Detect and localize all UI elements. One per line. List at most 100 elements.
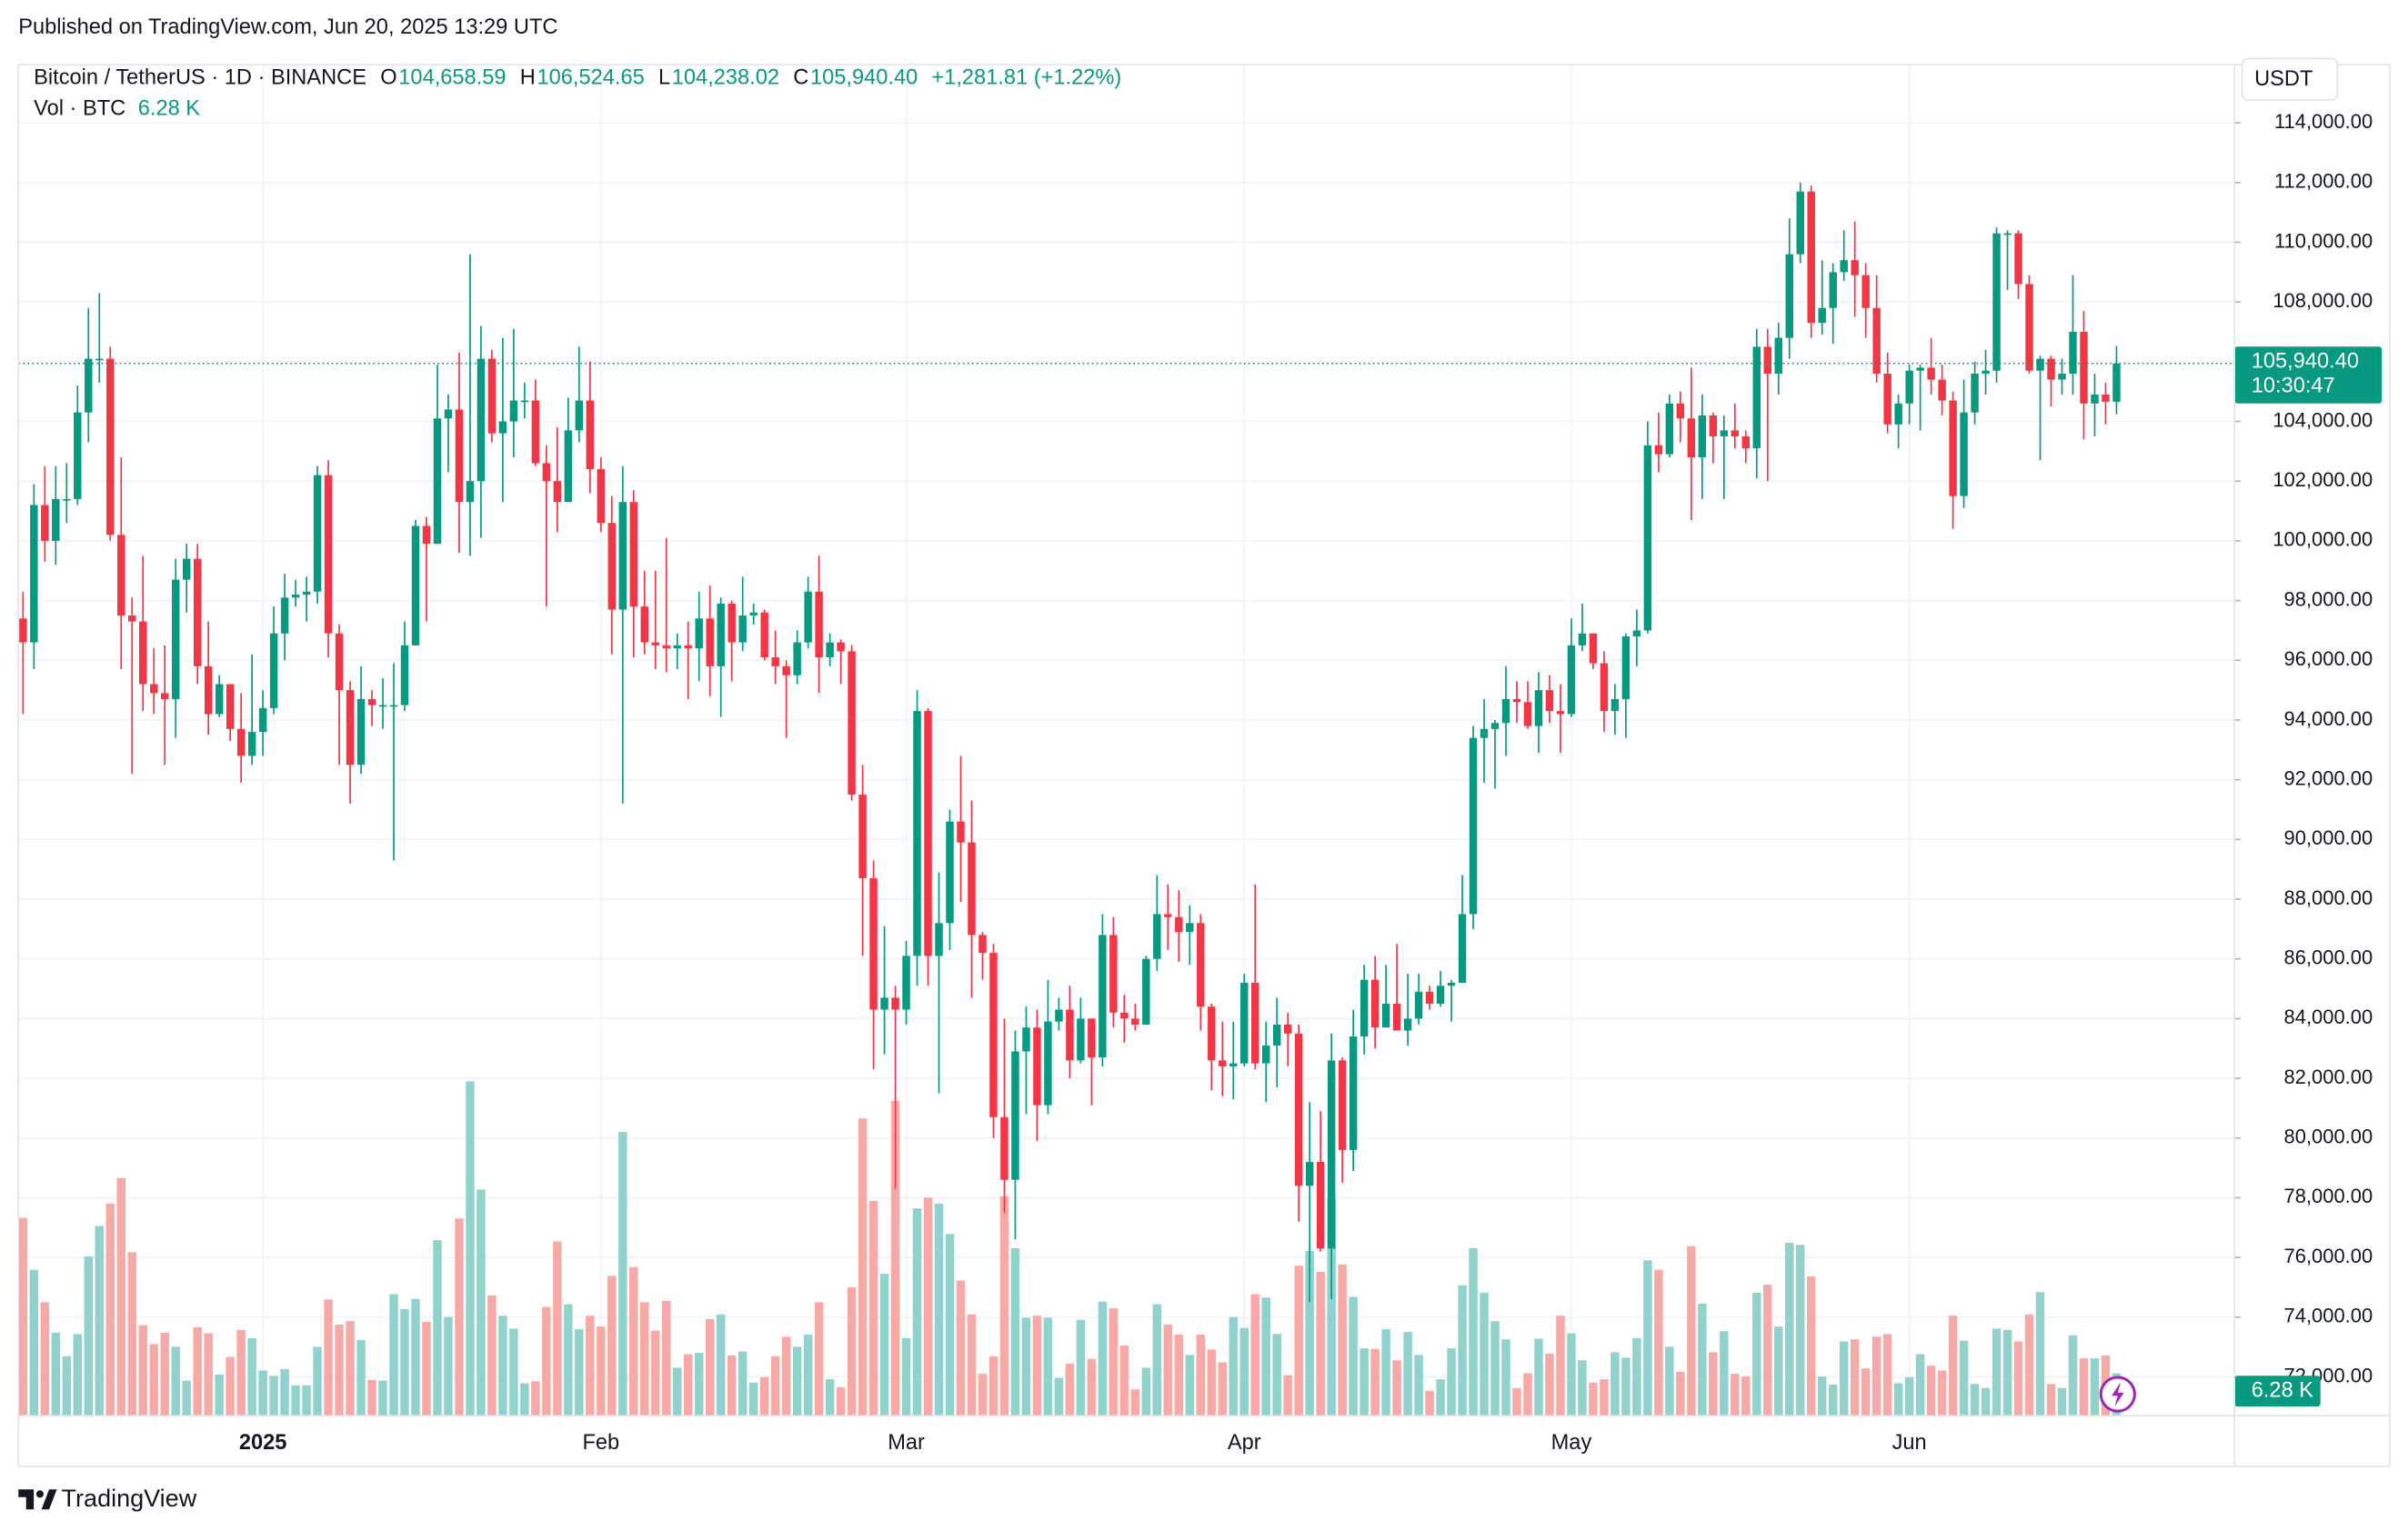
volume-bar [1283, 1375, 1292, 1416]
candle-body [826, 642, 834, 657]
volume-bar [934, 1203, 944, 1416]
volume-bar [1828, 1385, 1838, 1416]
volume-bar [444, 1316, 453, 1416]
volume-bar [1130, 1389, 1140, 1416]
volume-bar [1196, 1335, 1206, 1416]
candle-body [1447, 982, 1456, 986]
volume-bar [814, 1302, 824, 1416]
volume-bar [116, 1177, 125, 1416]
candle-body [106, 358, 115, 535]
currency-label[interactable]: USDT [2254, 67, 2313, 91]
candle-body [782, 665, 790, 675]
y-tick-label: 112,000.00 [2274, 170, 2373, 193]
volume-bar [1741, 1376, 1751, 1416]
candle-body [717, 603, 725, 666]
candle-body [553, 481, 562, 503]
candle-body [1840, 260, 1848, 273]
volume-bar [1261, 1297, 1270, 1416]
candle-body [2003, 233, 2012, 235]
volume-bar [1948, 1316, 1958, 1416]
volume-bar [564, 1304, 573, 1416]
candle-body [313, 475, 322, 592]
volume-bar [1152, 1304, 1162, 1416]
candle-body [924, 711, 932, 956]
volume-bar [858, 1118, 868, 1416]
candle-body [978, 935, 987, 954]
candle-body [335, 633, 344, 691]
volume-bar [1349, 1296, 1358, 1416]
candle-body [891, 997, 899, 1010]
volume-bar [923, 1197, 933, 1416]
candle-body [869, 878, 878, 1010]
candle-body [291, 595, 300, 598]
volume-bar [1796, 1245, 1805, 1416]
volume-bar [1392, 1360, 1401, 1416]
volume-bar [673, 1367, 682, 1416]
volume-bar [1839, 1341, 1849, 1416]
candle-body [74, 412, 82, 499]
currency-box[interactable] [2241, 57, 2339, 101]
volume-bar [324, 1299, 333, 1416]
volume-bar [531, 1381, 540, 1416]
candle-body [586, 400, 595, 470]
candle-body [1055, 1009, 1063, 1022]
candle-body [1219, 1060, 1227, 1066]
candle-body [1109, 935, 1118, 1013]
candle-body [1283, 1024, 1292, 1034]
volume-bar [890, 1100, 900, 1416]
candle-body [160, 693, 169, 699]
ohlc-value: 104,238.02 [672, 66, 779, 90]
volume-bar [1305, 1250, 1314, 1416]
candle-body [1088, 1018, 1096, 1058]
volume-bar [520, 1383, 529, 1416]
x-tick-label: 2025 [239, 1431, 287, 1455]
candle-body [618, 502, 627, 610]
volume-bar [1720, 1331, 1729, 1416]
alert-icon[interactable] [2099, 1376, 2136, 1413]
candle-body [1240, 982, 1249, 1064]
volume-bar [313, 1346, 322, 1416]
candle-body [226, 684, 235, 729]
candle-body [1796, 191, 1804, 255]
candle-body [1971, 373, 1979, 413]
volume-bar [901, 1337, 911, 1416]
candle-body [1545, 690, 1554, 712]
volume-bar [803, 1335, 813, 1416]
volume-bar [542, 1306, 551, 1416]
candle-body [1600, 663, 1609, 712]
candle-body [727, 603, 736, 643]
volume-bar [1239, 1327, 1249, 1416]
y-tick-label: 114,000.00 [2274, 110, 2373, 133]
candle-body [1370, 979, 1380, 1028]
volume-bar [825, 1379, 835, 1416]
candle-body [1338, 1060, 1347, 1150]
volume-bar [1785, 1242, 1794, 1416]
candle-body [640, 606, 649, 643]
candle-body [1949, 400, 1957, 496]
candle-body [1610, 698, 1620, 712]
candle-body [367, 698, 376, 705]
alert-bolt [2112, 1382, 2124, 1407]
volume-bar [1119, 1345, 1129, 1416]
y-tick-label: 96,000.00 [2284, 647, 2373, 670]
candle-body [880, 997, 888, 1010]
volume-bar [1698, 1303, 1707, 1416]
candle-body [378, 705, 387, 707]
volume-bar [1882, 1334, 1892, 1416]
candle-body [2047, 358, 2055, 380]
candle-body [1272, 1024, 1281, 1046]
candle-body [1687, 418, 1696, 457]
candle-body [1720, 430, 1729, 436]
candle-body [149, 684, 158, 694]
candle-body [1251, 982, 1259, 1064]
volume-bar [487, 1295, 497, 1416]
candle-body [215, 684, 224, 715]
ohlc-key: O [380, 66, 396, 90]
y-tick-label: 74,000.00 [2284, 1305, 2373, 1327]
candle-body [1480, 728, 1489, 738]
candle-body [1938, 379, 1946, 401]
candle-body [1469, 737, 1478, 915]
volume-bar [1731, 1374, 1740, 1416]
x-tick-label: Mar [888, 1431, 925, 1455]
